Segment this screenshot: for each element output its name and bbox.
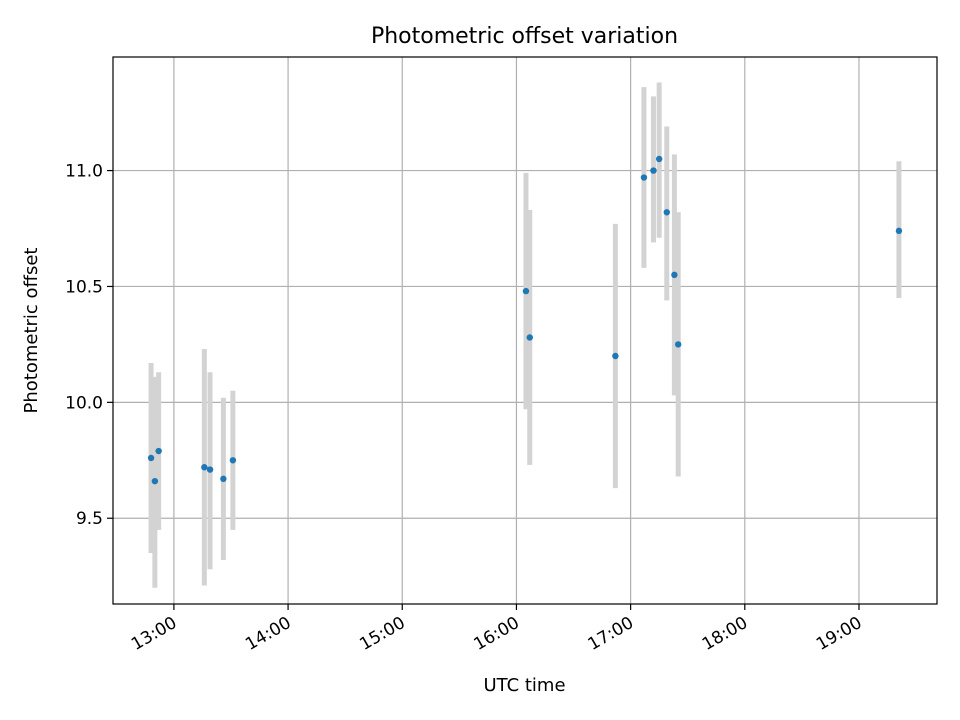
data-point (522, 287, 530, 295)
data-point (671, 271, 678, 279)
data-point (151, 477, 159, 485)
data-point (220, 475, 227, 483)
data-points (147, 155, 903, 485)
data-point (640, 174, 648, 181)
data-point (526, 334, 533, 341)
data-point (206, 466, 214, 473)
data-point (674, 341, 682, 348)
plot-frame (112, 56, 938, 605)
x-axis-label: UTC time (483, 675, 565, 696)
data-point (147, 454, 155, 462)
data-point (895, 227, 903, 235)
data-point (655, 155, 663, 163)
y-tick-label: 10.5 (65, 277, 103, 297)
data-point (155, 447, 162, 455)
data-point (650, 167, 657, 174)
data-point (612, 352, 619, 360)
y-tick-label: 10.0 (65, 393, 103, 413)
data-point (201, 464, 208, 471)
y-tick-label: 11.0 (65, 162, 103, 182)
data-point (663, 209, 670, 216)
chart-title: Photometric offset variation (371, 24, 678, 49)
y-axis-label: Photometric offset (21, 248, 42, 414)
data-point (229, 457, 237, 464)
y-axis-ticks: 9.5 10.0 10.5 11.0 (65, 162, 113, 529)
y-tick-label: 9.5 (76, 509, 103, 529)
